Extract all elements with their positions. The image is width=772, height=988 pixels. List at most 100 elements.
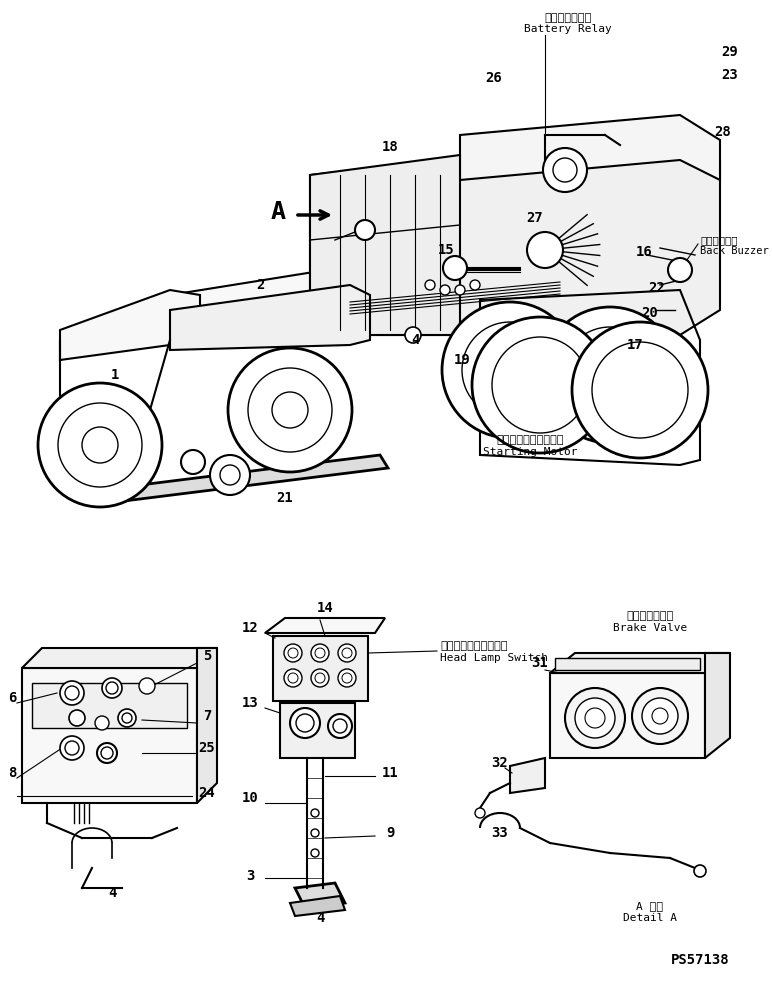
Polygon shape — [60, 290, 200, 360]
Circle shape — [575, 698, 615, 738]
Circle shape — [553, 158, 577, 182]
Text: ヘッドランプスイッチ: ヘッドランプスイッチ — [440, 641, 507, 651]
Polygon shape — [22, 648, 217, 668]
Bar — [280, 703, 355, 758]
Circle shape — [355, 220, 375, 240]
Circle shape — [342, 673, 352, 683]
Polygon shape — [22, 668, 197, 803]
Circle shape — [296, 714, 314, 732]
Circle shape — [342, 648, 352, 658]
Circle shape — [69, 710, 85, 726]
Circle shape — [248, 368, 332, 452]
Circle shape — [284, 644, 302, 662]
Text: 22: 22 — [648, 281, 665, 295]
Circle shape — [38, 383, 162, 507]
Circle shape — [311, 829, 319, 837]
Text: 4: 4 — [316, 911, 324, 925]
Text: 13: 13 — [242, 696, 259, 710]
Circle shape — [470, 280, 480, 290]
Text: A 詳細: A 詳細 — [636, 901, 663, 911]
Text: 12: 12 — [242, 621, 259, 635]
Text: A: A — [270, 200, 286, 224]
Circle shape — [311, 669, 329, 687]
Text: 20: 20 — [642, 306, 659, 320]
Text: 16: 16 — [635, 245, 652, 259]
Text: Detail A: Detail A — [623, 913, 677, 923]
Text: 33: 33 — [492, 826, 509, 840]
Circle shape — [405, 327, 421, 343]
Circle shape — [60, 681, 84, 705]
Polygon shape — [310, 155, 460, 335]
Text: 4: 4 — [411, 333, 419, 347]
Bar — [555, 155, 575, 165]
Circle shape — [572, 322, 708, 458]
Circle shape — [288, 673, 298, 683]
Circle shape — [181, 450, 205, 474]
Circle shape — [425, 280, 435, 290]
Text: 8: 8 — [8, 766, 16, 780]
Text: 31: 31 — [532, 656, 548, 670]
Text: Back Buzzer: Back Buzzer — [700, 246, 769, 256]
Circle shape — [668, 258, 692, 282]
Circle shape — [543, 148, 587, 192]
Polygon shape — [550, 673, 705, 758]
Polygon shape — [310, 135, 720, 335]
Text: スターティングモータ: スターティングモータ — [496, 435, 564, 445]
Text: 23: 23 — [722, 68, 738, 82]
Polygon shape — [170, 285, 370, 350]
Circle shape — [118, 709, 136, 727]
Text: Brake Valve: Brake Valve — [613, 623, 687, 633]
Text: 6: 6 — [8, 691, 16, 705]
Circle shape — [82, 427, 118, 463]
Circle shape — [443, 256, 467, 280]
Text: ブレーキバルブ: ブレーキバルブ — [626, 611, 674, 621]
Circle shape — [472, 317, 608, 453]
Circle shape — [311, 644, 329, 662]
Circle shape — [565, 688, 625, 748]
Circle shape — [102, 678, 122, 698]
Text: 14: 14 — [317, 601, 334, 615]
Text: 28: 28 — [715, 125, 731, 139]
Circle shape — [272, 392, 308, 428]
Text: 3: 3 — [245, 869, 254, 883]
Circle shape — [455, 285, 465, 295]
Text: 18: 18 — [381, 140, 398, 154]
Text: 2: 2 — [256, 278, 264, 292]
Circle shape — [333, 719, 347, 733]
Text: バックブザー: バックブザー — [700, 235, 737, 245]
Circle shape — [440, 285, 450, 295]
Circle shape — [65, 686, 79, 700]
Bar — [555, 658, 700, 670]
Text: 17: 17 — [627, 338, 643, 352]
Circle shape — [475, 808, 485, 818]
Circle shape — [315, 648, 325, 658]
Circle shape — [97, 743, 117, 763]
Circle shape — [632, 688, 688, 744]
Polygon shape — [100, 455, 388, 503]
Text: Starting Motor: Starting Motor — [482, 447, 577, 457]
Polygon shape — [32, 683, 187, 728]
Circle shape — [562, 327, 658, 423]
Polygon shape — [460, 115, 720, 180]
Text: 11: 11 — [381, 766, 398, 780]
Text: 1: 1 — [111, 368, 119, 382]
Text: 7: 7 — [203, 709, 212, 723]
Text: 25: 25 — [198, 741, 215, 755]
Circle shape — [65, 741, 79, 755]
Circle shape — [290, 708, 320, 738]
Polygon shape — [550, 653, 730, 673]
Text: 10: 10 — [242, 791, 259, 805]
Text: 24: 24 — [198, 786, 215, 800]
Circle shape — [311, 849, 319, 857]
Polygon shape — [60, 255, 680, 360]
Circle shape — [284, 669, 302, 687]
Text: Head Lamp Switch: Head Lamp Switch — [440, 653, 548, 663]
Circle shape — [338, 669, 356, 687]
Circle shape — [642, 698, 678, 734]
Polygon shape — [705, 653, 730, 758]
Polygon shape — [510, 758, 545, 793]
Circle shape — [106, 682, 118, 694]
Text: PS57138: PS57138 — [671, 953, 730, 967]
Polygon shape — [290, 896, 345, 916]
Circle shape — [139, 678, 155, 694]
